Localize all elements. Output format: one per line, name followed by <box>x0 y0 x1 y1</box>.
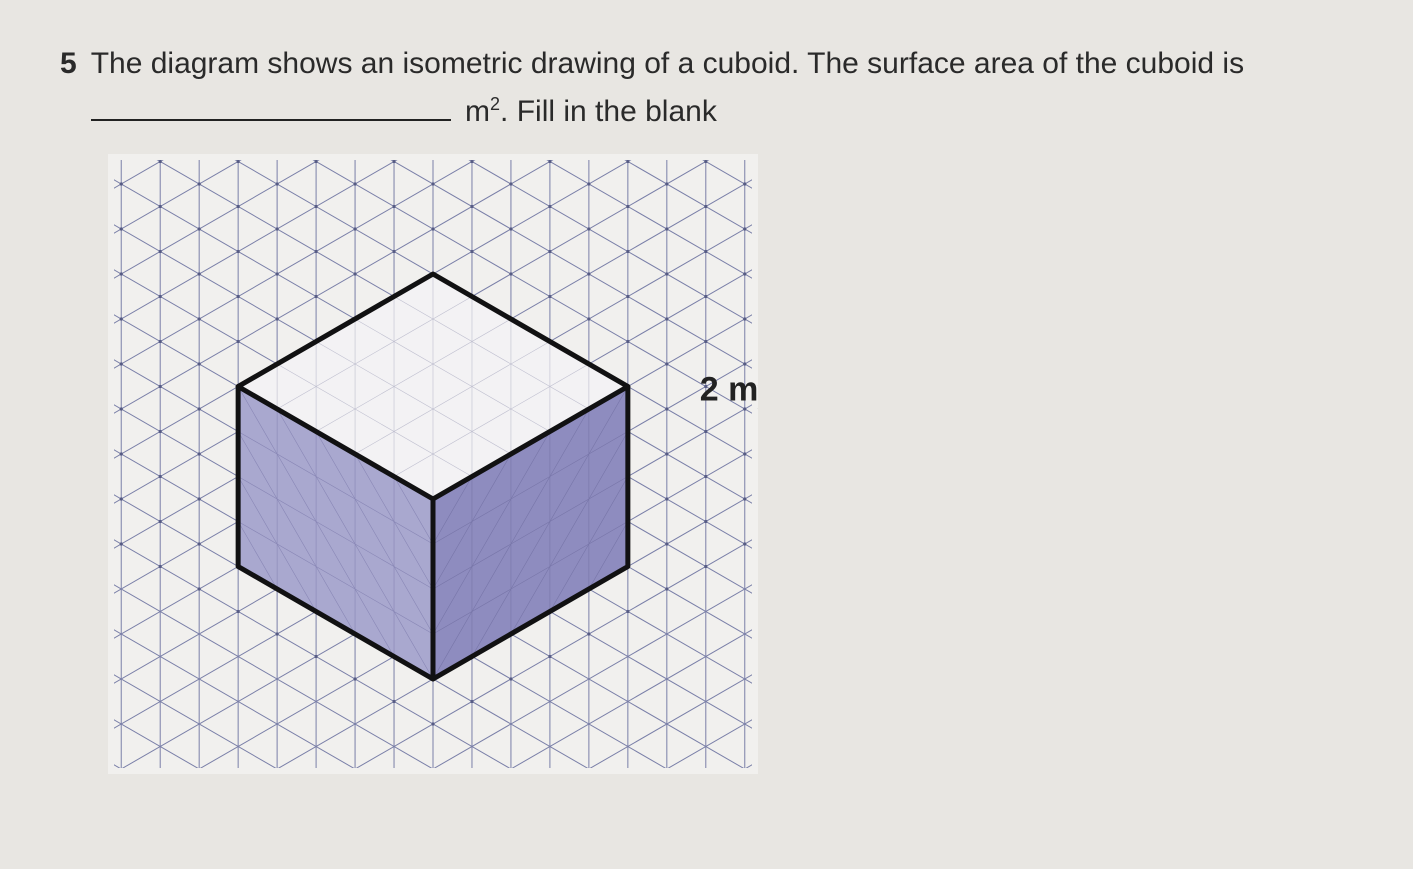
page: 5 The diagram shows an isometric drawing… <box>0 0 1413 819</box>
unit-m: m <box>465 95 490 128</box>
isometric-svg: 2 m <box>108 154 758 774</box>
question-text: The diagram shows an isometric drawing o… <box>91 40 1351 136</box>
question-number: 5 <box>60 47 77 81</box>
unit-sq: 2 <box>490 94 500 114</box>
answer-blank[interactable] <box>91 119 451 121</box>
question-text-part2: . Fill in the blank <box>500 95 717 128</box>
scale-label-text: 2 m <box>700 371 758 409</box>
question-row: 5 The diagram shows an isometric drawing… <box>60 40 1353 136</box>
question-text-part1: The diagram shows an isometric drawing o… <box>91 47 1244 80</box>
isometric-diagram: 2 m <box>108 154 1353 779</box>
